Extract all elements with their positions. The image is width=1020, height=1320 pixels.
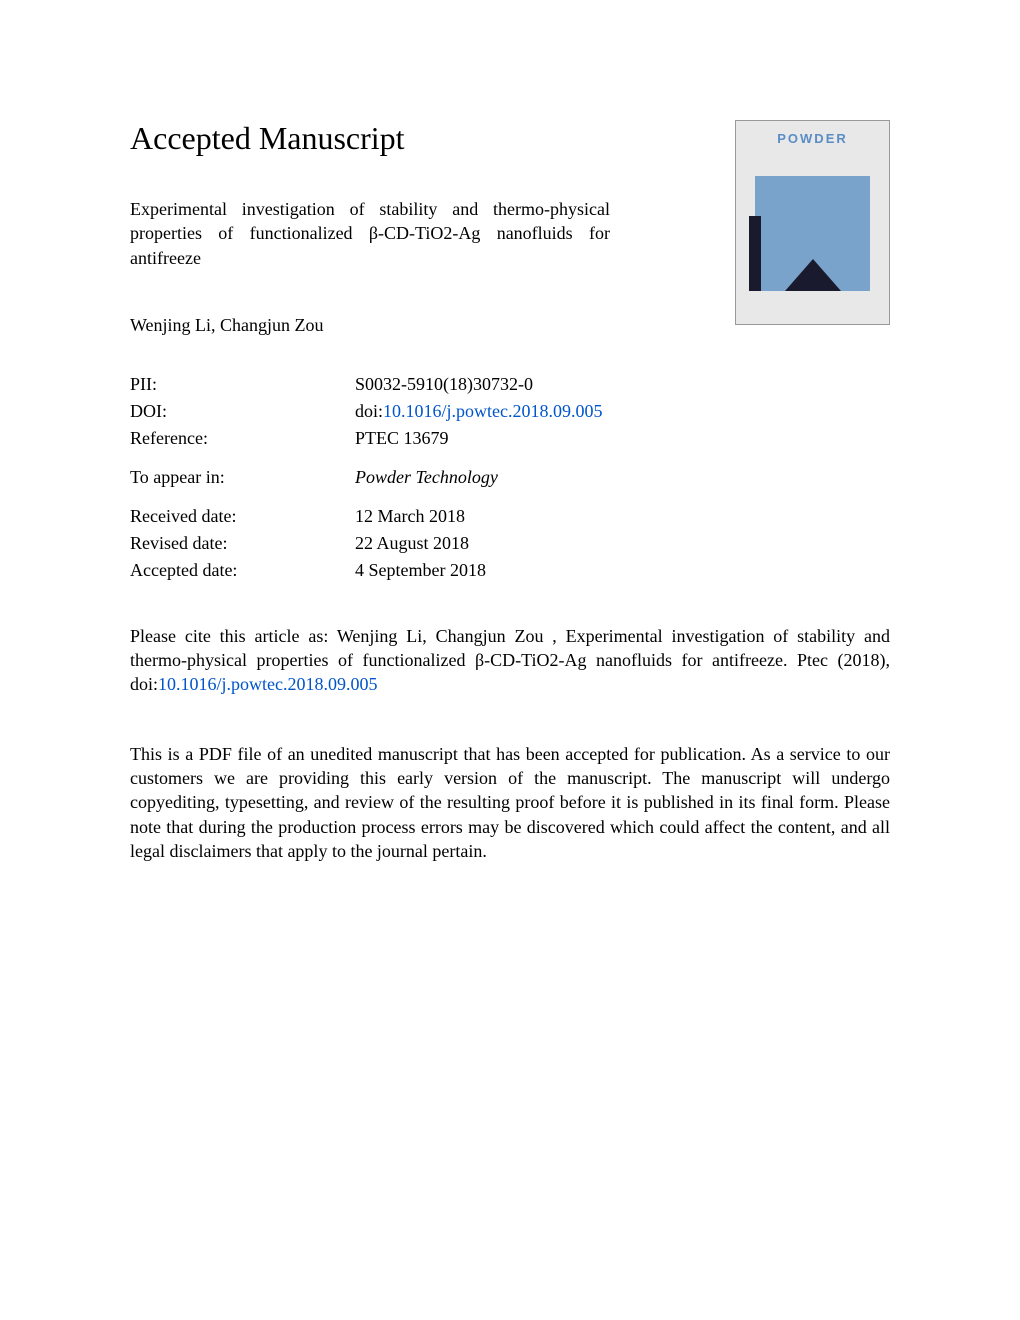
metadata-value: Powder Technology	[355, 464, 890, 491]
journal-cover-title: POWDER	[736, 121, 889, 181]
metadata-label: PII:	[130, 371, 355, 398]
journal-cover-image: POWDER	[735, 120, 890, 325]
metadata-label: To appear in:	[130, 464, 355, 491]
metadata-value: 22 August 2018	[355, 530, 890, 557]
metadata-row-received: Received date: 12 March 2018	[130, 503, 890, 530]
metadata-row-accepted: Accepted date: 4 September 2018	[130, 557, 890, 584]
metadata-label: Reference:	[130, 425, 355, 452]
metadata-row-reference: Reference: PTEC 13679	[130, 425, 890, 452]
article-title: Experimental investigation of stability …	[130, 197, 610, 270]
metadata-row-pii: PII: S0032-5910(18)30732-0	[130, 371, 890, 398]
metadata-row-doi: DOI: doi:10.1016/j.powtec.2018.09.005	[130, 398, 890, 425]
doi-link[interactable]: 10.1016/j.powtec.2018.09.005	[383, 401, 602, 421]
metadata-label: Accepted date:	[130, 557, 355, 584]
metadata-value: 4 September 2018	[355, 557, 890, 584]
metadata-label: Revised date:	[130, 530, 355, 557]
journal-cover-body	[755, 176, 870, 291]
metadata-row-appear: To appear in: Powder Technology	[130, 464, 890, 491]
metadata-label: Received date:	[130, 503, 355, 530]
metadata-value: doi:10.1016/j.powtec.2018.09.005	[355, 398, 890, 425]
metadata-value: S0032-5910(18)30732-0	[355, 371, 890, 398]
metadata-value: 12 March 2018	[355, 503, 890, 530]
metadata-value: PTEC 13679	[355, 425, 890, 452]
metadata-label: DOI:	[130, 398, 355, 425]
page-title: Accepted Manuscript	[130, 120, 405, 157]
disclaimer-text: This is a PDF file of an unedited manusc…	[130, 742, 890, 863]
metadata-row-revised: Revised date: 22 August 2018	[130, 530, 890, 557]
metadata-table: PII: S0032-5910(18)30732-0 DOI: doi:10.1…	[130, 371, 890, 584]
citation-text: Please cite this article as: Wenjing Li,…	[130, 624, 890, 697]
citation-doi-link[interactable]: 10.1016/j.powtec.2018.09.005	[158, 674, 377, 694]
